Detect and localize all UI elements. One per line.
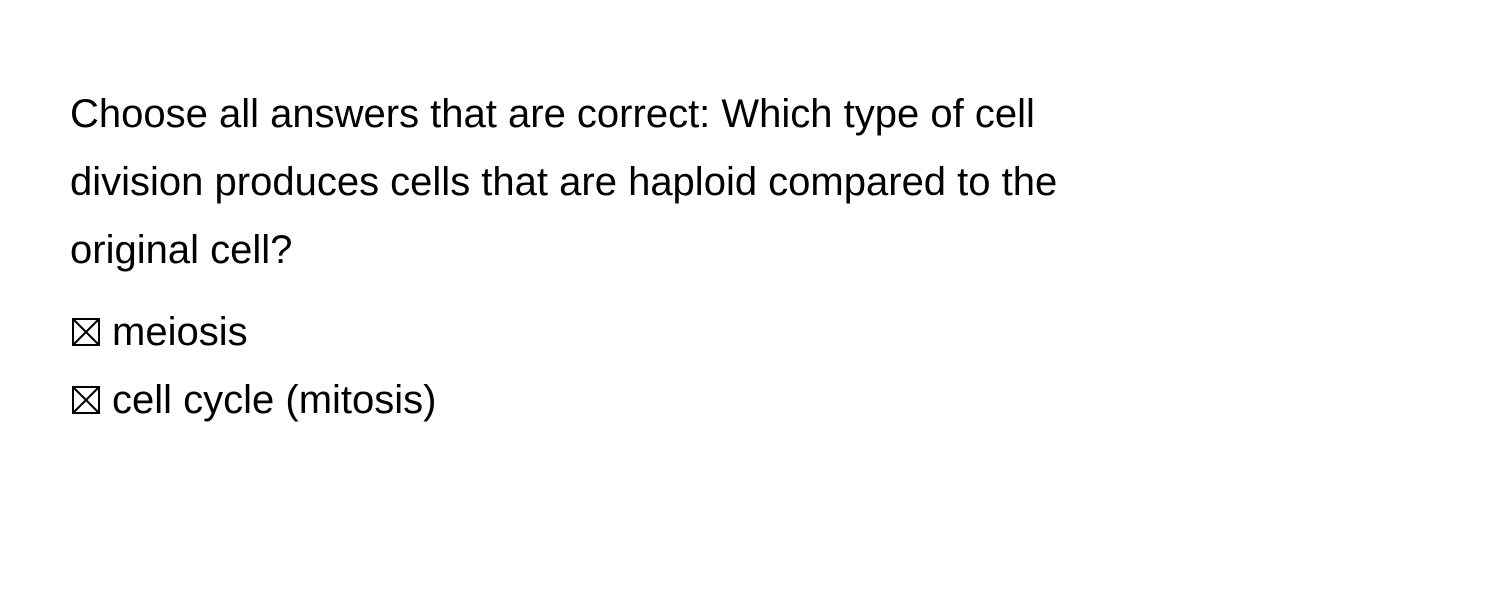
question-prompt: Choose all answers that are correct: Whi… (70, 80, 1130, 284)
option-label: meiosis (112, 298, 248, 366)
checkbox-x-icon (70, 316, 102, 348)
option-row-cell-cycle[interactable]: cell cycle (mitosis) (70, 366, 1130, 434)
option-row-meiosis[interactable]: meiosis (70, 298, 1130, 366)
option-label: cell cycle (mitosis) (112, 366, 436, 434)
checkbox-x-icon (70, 384, 102, 416)
question-container: Choose all answers that are correct: Whi… (70, 80, 1130, 434)
